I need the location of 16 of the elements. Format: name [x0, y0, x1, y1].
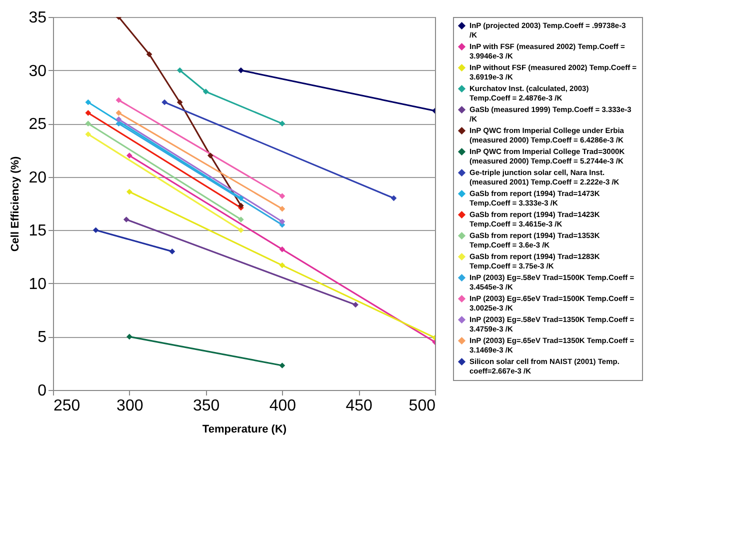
y-axis-title: Cell Efficiency (%) [10, 156, 22, 252]
y-tick-label: 20 [28, 169, 47, 186]
y-tick-label: 15 [28, 222, 47, 240]
x-tick-label: 250 [54, 398, 80, 414]
y-tick-label: 0 [38, 382, 47, 400]
x-tick-label: 450 [346, 398, 373, 414]
y-tick-label: 30 [28, 62, 47, 80]
x-tick-label: 350 [192, 398, 220, 414]
y-tick-label: 10 [28, 276, 47, 293]
x-tick-label: 400 [269, 398, 296, 414]
y-tick-label: 25 [28, 116, 47, 134]
y-tick-label: 35 [28, 10, 47, 26]
x-tick-label: 500 [408, 398, 436, 414]
y-tick-label: 5 [38, 329, 47, 346]
x-tick-label: 300 [116, 398, 144, 414]
x-axis-title: Temperature (K) [202, 424, 287, 436]
